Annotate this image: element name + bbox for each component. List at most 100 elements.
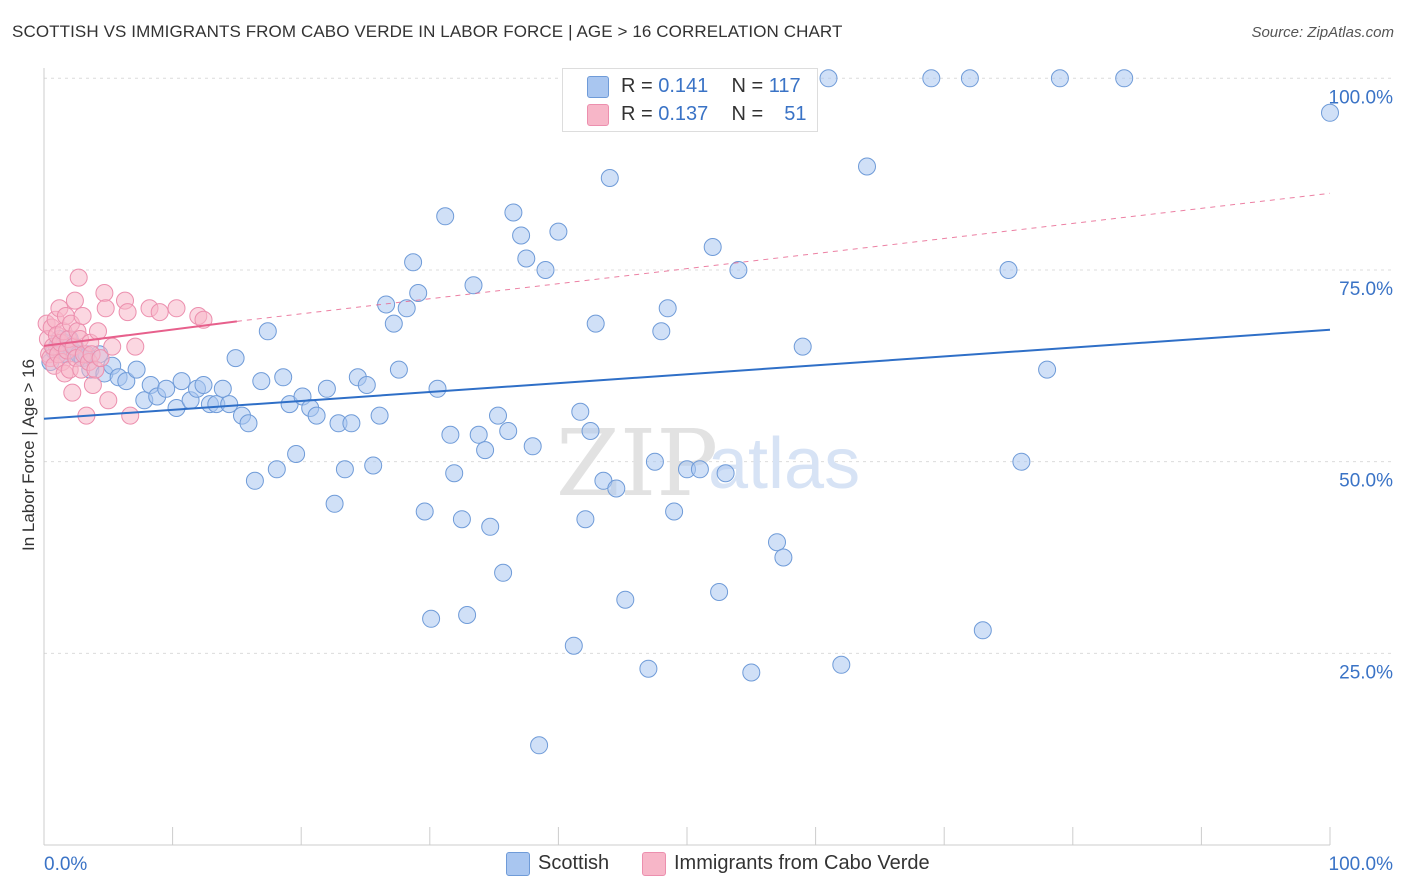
scottish-point	[245, 471, 264, 490]
cabo-verde-point	[99, 391, 118, 410]
legend-label-cabo-verde: Immigrants from Cabo Verde	[674, 852, 930, 874]
scottish-point	[476, 441, 495, 460]
y-tick-label-50: 50.0%	[1339, 471, 1393, 492]
scottish-point	[489, 406, 507, 425]
scottish-point	[1050, 69, 1069, 88]
scottish-point	[960, 69, 979, 88]
scottish-point	[335, 460, 354, 479]
cabo-verde-point	[91, 349, 110, 368]
cabo-verde-point	[150, 303, 169, 322]
cabo-verde-trend-extension	[236, 192, 1331, 322]
cabo-verde-trend-line	[43, 320, 238, 347]
scottish-point	[1115, 69, 1134, 88]
cabo-verde-r-label: R =	[621, 103, 653, 125]
source-label: Source: ZipAtlas.com	[1251, 24, 1394, 41]
scottish-point	[422, 609, 441, 628]
scottish-point	[469, 425, 488, 444]
scottish-n-value: 117	[768, 75, 801, 97]
scottish-point	[658, 299, 677, 318]
scottish-point	[357, 376, 376, 394]
scottish-point	[1321, 103, 1339, 122]
scottish-r-label: R =	[621, 75, 653, 97]
scottish-point	[342, 414, 361, 433]
stats-legend: R = 0.141 N = 117 R = 0.137 N = 51	[562, 68, 818, 132]
scottish-point	[600, 169, 619, 187]
scottish-point	[607, 479, 626, 498]
scottish-point	[1012, 452, 1031, 471]
scottish-point	[819, 69, 838, 88]
cabo-verde-r-value: 0.137	[658, 103, 709, 125]
scottish-point	[397, 299, 416, 318]
scottish-point	[652, 322, 671, 341]
scottish-point	[436, 207, 455, 226]
scottish-point	[445, 464, 464, 483]
scottish-point	[157, 379, 176, 398]
watermark-atlas: atlas	[708, 424, 860, 504]
scottish-point	[252, 372, 271, 391]
scottish-point	[404, 253, 423, 272]
scottish-point	[325, 494, 344, 513]
scottish-point	[639, 659, 658, 678]
scottish-point	[127, 360, 146, 379]
cabo-verde-point	[83, 376, 102, 394]
y-tick-label-75: 75.0%	[1339, 279, 1393, 300]
scottish-point	[512, 226, 531, 245]
scottish-point	[464, 276, 483, 295]
cabo-verde-n-value: 51	[784, 103, 807, 125]
cabo-verde-n-label: N =	[731, 103, 764, 125]
cabo-verde-point	[96, 299, 115, 318]
scottish-point	[307, 406, 326, 425]
scottish-point	[287, 445, 306, 463]
scottish-point	[1038, 360, 1057, 379]
cabo-verde-swatch	[587, 104, 609, 126]
legend-label-scottish: Scottish	[538, 852, 610, 874]
y-tick-label-100: 100.0%	[1329, 87, 1394, 108]
scottish-swatch	[587, 76, 609, 98]
scottish-point	[370, 406, 389, 425]
scottish-point	[530, 736, 549, 755]
scottish-point	[586, 314, 605, 333]
scottish-point	[428, 379, 447, 398]
scottish-point	[768, 533, 786, 552]
cabo-verde-point	[65, 291, 84, 310]
cabo-verde-point	[121, 406, 140, 425]
cabo-verde-point	[73, 307, 92, 325]
scottish-point	[220, 395, 239, 414]
scottish-point	[239, 414, 258, 433]
scottish-point	[172, 372, 191, 391]
scottish-point	[858, 157, 876, 176]
scottish-point	[364, 456, 383, 475]
scottish-n-label: N =	[731, 75, 764, 97]
scottish-point	[317, 379, 336, 398]
scottish-point	[922, 69, 941, 88]
scottish-point	[549, 222, 568, 241]
y-axis-label: In Labor Force | Age > 16	[19, 359, 38, 551]
scottish-point	[742, 663, 761, 682]
x-tick-label-min: 0.0%	[44, 854, 87, 875]
scottish-point	[973, 621, 992, 640]
scottish-point	[576, 510, 595, 529]
scottish-point	[716, 464, 735, 483]
scottish-point	[832, 655, 851, 674]
scottish-point	[517, 249, 536, 268]
scottish-point	[452, 510, 471, 529]
scottish-point	[494, 563, 513, 582]
cabo-verde-point	[167, 299, 186, 318]
scottish-point	[571, 402, 590, 421]
scottish-point	[481, 517, 500, 536]
cabo-verde-point	[63, 383, 82, 402]
x-tick-label-max: 100.0%	[1329, 854, 1394, 875]
scottish-point	[267, 460, 286, 479]
scottish-point	[117, 372, 136, 391]
scottish-point	[409, 284, 428, 302]
legend-swatch-cabo-verde	[642, 852, 666, 876]
scottish-point	[504, 203, 523, 222]
scottish-point	[194, 376, 213, 394]
legend-swatch-scottish	[506, 852, 530, 876]
scottish-point	[793, 337, 812, 356]
scottish-point	[389, 360, 408, 379]
scottish-point	[536, 261, 555, 279]
scottish-point	[616, 590, 635, 609]
scottish-point	[581, 422, 600, 440]
series-points	[37, 69, 1339, 755]
